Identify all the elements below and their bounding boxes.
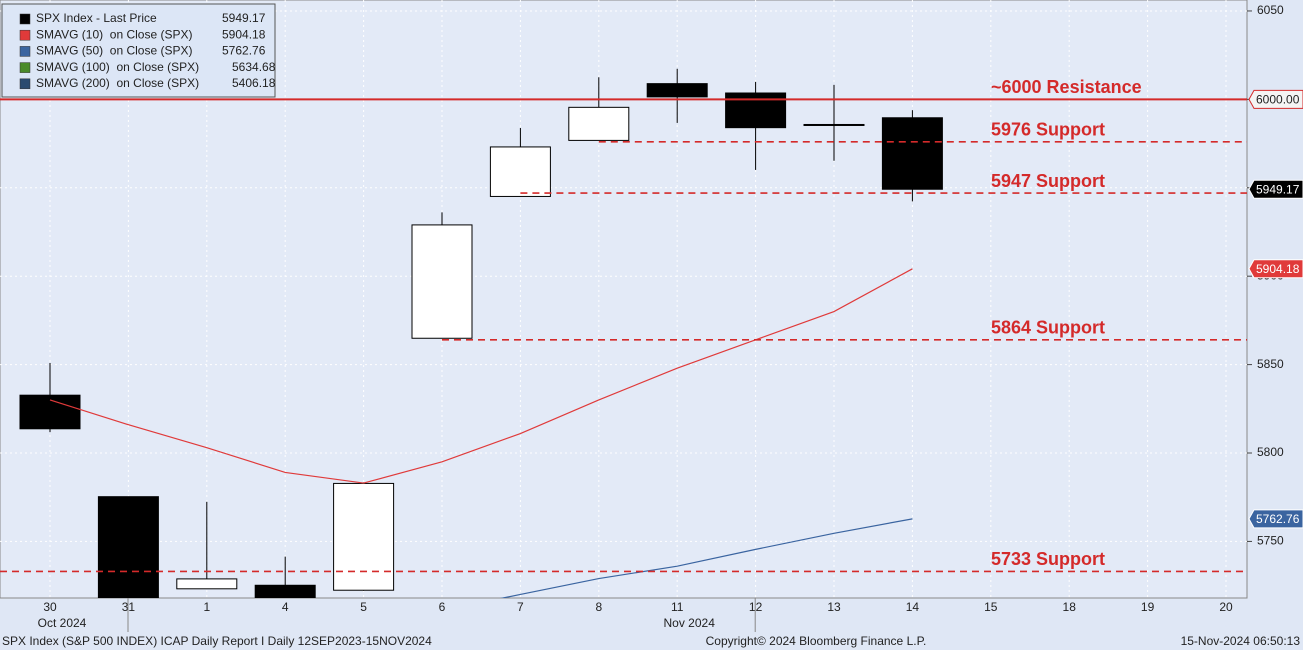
- x-tick-label: 5: [360, 600, 367, 614]
- level-label: 5733 Support: [991, 549, 1105, 569]
- candle-body: [568, 106, 630, 141]
- x-tick-label: 11: [671, 600, 684, 614]
- axis-tag: [1248, 259, 1303, 279]
- legend-value: 5904.18: [222, 27, 266, 41]
- x-tick-label: 14: [906, 600, 920, 614]
- axis-tag-label: 5762.76: [1256, 512, 1300, 526]
- sma-line: [49, 268, 913, 484]
- axis-tag-label: 6000.00: [1256, 93, 1300, 107]
- y-tick-label: 6050: [1257, 3, 1284, 17]
- legend-name: SPX Index - Last Price: [36, 11, 157, 25]
- footer-center: Copyright© 2024 Bloomberg Finance L.P.: [706, 634, 927, 648]
- legend-swatch: [19, 46, 31, 57]
- axis-tag: [1248, 509, 1303, 529]
- legend-value: 5762.76: [222, 44, 266, 58]
- axis-tag: [1248, 179, 1303, 199]
- x-tick-label: 30: [43, 600, 57, 614]
- level-label: 5864 Support: [991, 318, 1105, 338]
- candle-body: [97, 496, 159, 598]
- x-tick-label: 6: [439, 600, 446, 614]
- legend-swatch: [19, 78, 31, 90]
- axis-tag: [1248, 89, 1303, 109]
- candle-body: [411, 224, 473, 339]
- footer-left: SPX Index (S&P 500 INDEX) ICAP Daily Rep…: [2, 634, 432, 648]
- footer-right: 15-Nov-2024 06:50:13: [1181, 634, 1301, 648]
- legend-swatch: [19, 62, 31, 73]
- legend-name: SMAVG (200) on Close (SPX): [36, 76, 199, 90]
- y-tick-label: 5750: [1257, 534, 1284, 548]
- legend-box: [1, 3, 276, 98]
- x-tick-label: 15: [984, 600, 998, 614]
- candle-body: [646, 83, 708, 98]
- plot-layer: [0, 0, 1247, 598]
- sma-line: [499, 518, 913, 598]
- legend: SPX Index - Last Price 5949.17 SMAVG (10) …: [1, 3, 276, 98]
- candle-body: [19, 394, 81, 430]
- x-tick-label: 20: [1219, 600, 1233, 614]
- legend-value: 5949.17: [222, 11, 266, 25]
- axis-tag-label: 5949.17: [1256, 182, 1300, 196]
- legend-swatch: [19, 13, 31, 25]
- axis-tag-label: 5904.18: [1256, 262, 1300, 276]
- x-tick-label: 12: [749, 600, 763, 614]
- x-tick-label: 18: [1063, 600, 1077, 614]
- legend-swatch: [19, 29, 31, 41]
- legend-value: 5634.68: [232, 60, 276, 74]
- candle-body: [725, 92, 787, 129]
- month-label: Oct 2024: [38, 616, 87, 630]
- level-label: 5976 Support: [991, 120, 1105, 140]
- candle-body: [803, 123, 865, 126]
- y-tick-label: 5800: [1257, 445, 1284, 459]
- candle-body: [254, 584, 316, 598]
- candle-body: [176, 578, 238, 590]
- x-tick-label: 31: [122, 600, 136, 614]
- month-label: Nov 2024: [664, 616, 716, 630]
- candle-body: [489, 146, 551, 197]
- x-tick-label: 19: [1141, 600, 1155, 614]
- x-tick-label: 13: [827, 600, 841, 614]
- x-tick-label: 8: [595, 600, 602, 614]
- candle-body: [881, 117, 943, 190]
- level-label: ~6000 Resistance: [991, 77, 1142, 97]
- x-tick-label: 7: [517, 600, 524, 614]
- candle-body: [333, 482, 395, 591]
- x-tick-label: 1: [203, 600, 210, 614]
- y-tick-label: 5850: [1257, 357, 1284, 371]
- legend-value: 5406.18: [232, 76, 276, 90]
- x-tick-label: 4: [282, 600, 289, 614]
- legend-name: SMAVG (100) on Close (SPX): [36, 60, 199, 74]
- level-label: 5947 Support: [991, 171, 1105, 191]
- legend-name: SMAVG (10) on Close (SPX): [36, 27, 193, 41]
- legend-name: SMAVG (50) on Close (SPX): [36, 44, 193, 58]
